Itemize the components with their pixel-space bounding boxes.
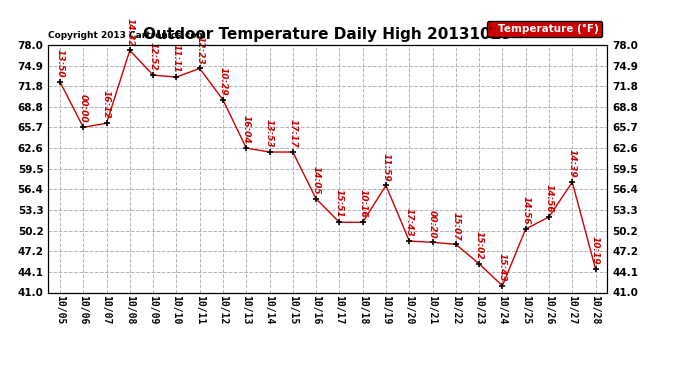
Text: 13:50: 13:50 bbox=[55, 49, 64, 78]
Text: 00:20: 00:20 bbox=[428, 210, 437, 238]
Text: 16:12: 16:12 bbox=[102, 90, 111, 119]
Text: 16:04: 16:04 bbox=[241, 115, 250, 144]
Text: 15:51: 15:51 bbox=[335, 189, 344, 218]
Text: 15:02: 15:02 bbox=[475, 231, 484, 260]
Text: 12:52: 12:52 bbox=[148, 42, 157, 71]
Text: 17:43: 17:43 bbox=[405, 208, 414, 237]
Title: Outdoor Temperature Daily High 20131029: Outdoor Temperature Daily High 20131029 bbox=[144, 27, 512, 42]
Text: 11:11: 11:11 bbox=[172, 44, 181, 73]
Text: 10:29: 10:29 bbox=[219, 67, 228, 96]
Text: Copyright 2013 Cartronics.com: Copyright 2013 Cartronics.com bbox=[48, 31, 206, 40]
Text: 14:39: 14:39 bbox=[568, 149, 577, 178]
Text: 15:07: 15:07 bbox=[451, 211, 460, 240]
Text: 15:43: 15:43 bbox=[498, 253, 507, 282]
Text: 13:53: 13:53 bbox=[265, 119, 274, 148]
Text: 00:00: 00:00 bbox=[79, 94, 88, 123]
Legend: Temperature (°F): Temperature (°F) bbox=[486, 21, 602, 37]
Text: 17:17: 17:17 bbox=[288, 119, 297, 148]
Text: 12:23: 12:23 bbox=[195, 36, 204, 64]
Text: 10:16: 10:16 bbox=[358, 189, 367, 218]
Text: 10:19: 10:19 bbox=[591, 236, 600, 265]
Text: 11:59: 11:59 bbox=[382, 153, 391, 181]
Text: 14:56: 14:56 bbox=[544, 184, 553, 213]
Text: 14:05: 14:05 bbox=[312, 166, 321, 195]
Text: 14:32: 14:32 bbox=[126, 18, 135, 46]
Text: 14:56: 14:56 bbox=[521, 196, 530, 225]
